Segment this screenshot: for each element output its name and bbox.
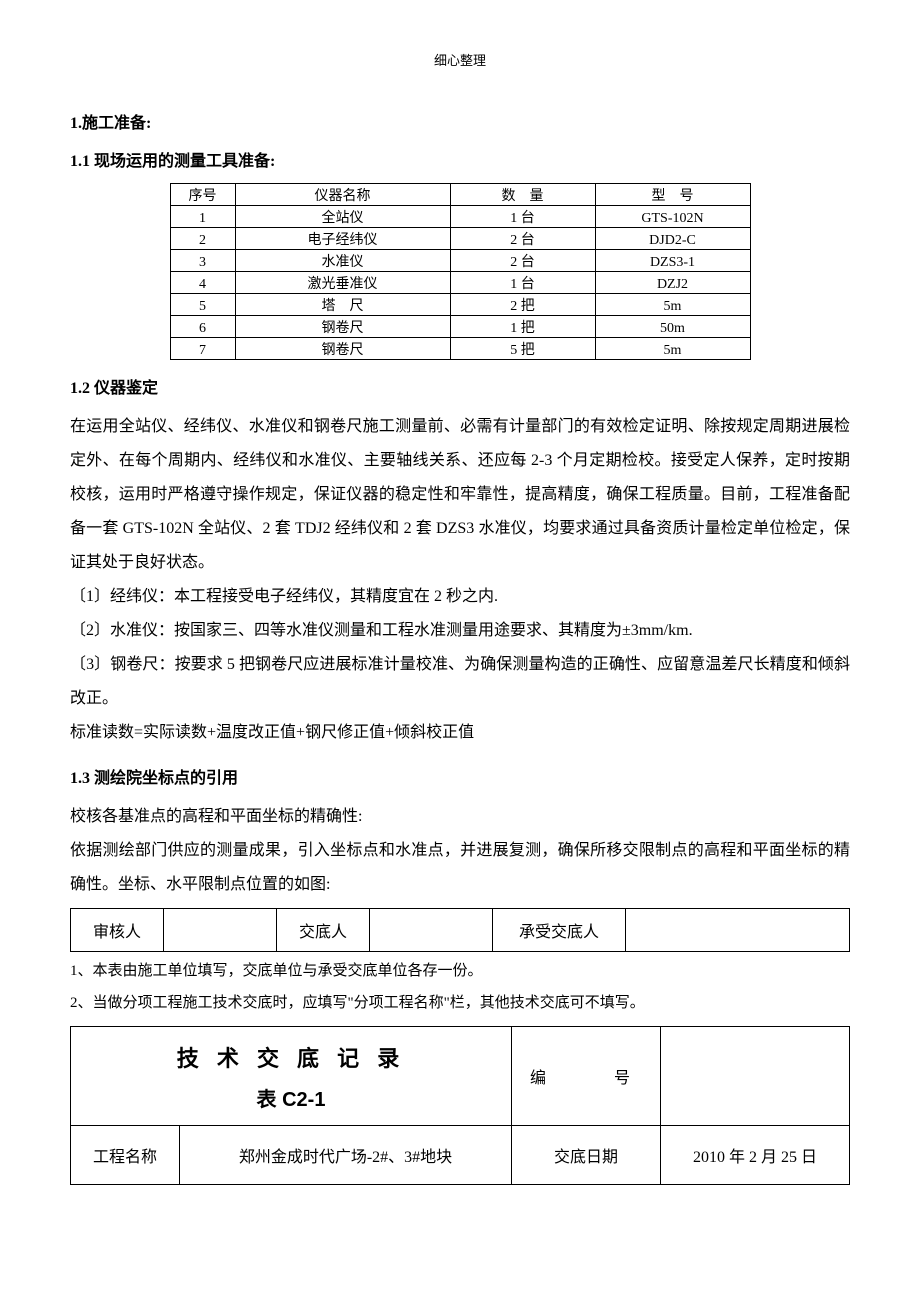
cell: 1 台 <box>450 272 595 294</box>
section-1-3-p1: 校核各基准点的高程和平面坐标的精确性: <box>70 800 850 834</box>
cell: 钢卷尺 <box>235 338 450 360</box>
cell: 7 <box>170 338 235 360</box>
note-2: 2、当做分项工程施工技术交底时，应填写"分项工程名称"栏，其他技术交底可不填写。 <box>70 990 850 1016</box>
record-number-label: 编 号 <box>512 1027 661 1126</box>
record-title-cell: 技 术 交 底 记 录 表 C2-1 <box>71 1027 512 1126</box>
cell: 2 台 <box>450 250 595 272</box>
section-1-1-title: 1.1 现场运用的测量工具准备: <box>70 147 850 171</box>
section-1-2-title: 1.2 仪器鉴定 <box>70 374 850 398</box>
table-row: 5 塔 尺 2 把 5m <box>170 294 750 316</box>
cell: 塔 尺 <box>235 294 450 316</box>
sign-reviewer-label: 审核人 <box>71 909 164 952</box>
table-row: 6 钢卷尺 1 把 50m <box>170 316 750 338</box>
cell: 1 <box>170 206 235 228</box>
signature-table: 审核人 交底人 承受交底人 <box>70 908 850 952</box>
record-table: 技 术 交 底 记 录 表 C2-1 编 号 工程名称 郑州金成时代广场-2#、… <box>70 1026 850 1185</box>
section-1-title: 1.施工准备: <box>70 109 850 133</box>
section-1-3-title: 1.3 测绘院坐标点的引用 <box>70 764 850 788</box>
disclose-date-value: 2010 年 2 月 25 日 <box>661 1126 850 1185</box>
table-row: 2 电子经纬仪 2 台 DJD2-C <box>170 228 750 250</box>
cell: 4 <box>170 272 235 294</box>
th-name: 仪器名称 <box>235 184 450 206</box>
table-row: 7 钢卷尺 5 把 5m <box>170 338 750 360</box>
cell: 2 <box>170 228 235 250</box>
cell: 5m <box>595 294 750 316</box>
tools-table: 序号 仪器名称 数 量 型 号 1 全站仪 1 台 GTS-102N 2 电子经… <box>170 183 751 360</box>
section-1-2-body: 在运用全站仪、经纬仪、水准仪和钢卷尺施工测量前、必需有计量部门的有效检定证明、除… <box>70 410 850 580</box>
document-page: 细心整理 1.施工准备: 1.1 现场运用的测量工具准备: 序号 仪器名称 数 … <box>0 0 920 1245</box>
cell: DZJ2 <box>595 272 750 294</box>
table-row: 3 水准仪 2 台 DZS3-1 <box>170 250 750 272</box>
section-1-3-p2: 依据测绘部门供应的测量成果，引入坐标点和水准点，并进展复测，确保所移交限制点的高… <box>70 834 850 902</box>
sign-receiver-label: 承受交底人 <box>493 909 626 952</box>
cell: 电子经纬仪 <box>235 228 450 250</box>
cell: 3 <box>170 250 235 272</box>
cell: 1 台 <box>450 206 595 228</box>
table-row: 4 激光垂准仪 1 台 DZJ2 <box>170 272 750 294</box>
cell: 50m <box>595 316 750 338</box>
cell: DZS3-1 <box>595 250 750 272</box>
th-qty: 数 量 <box>450 184 595 206</box>
cell: 5m <box>595 338 750 360</box>
table-row: 1 全站仪 1 台 GTS-102N <box>170 206 750 228</box>
cell: 2 把 <box>450 294 595 316</box>
cell: GTS-102N <box>595 206 750 228</box>
cell: 5 <box>170 294 235 316</box>
cell: 5 把 <box>450 338 595 360</box>
section-1-2-item-3: 〔3〕钢卷尺：按要求 5 把钢卷尺应进展标准计量校准、为确保测量构造的正确性、应… <box>70 648 850 716</box>
table-header-row: 序号 仪器名称 数 量 型 号 <box>170 184 750 206</box>
th-seq: 序号 <box>170 184 235 206</box>
record-number-value <box>661 1027 850 1126</box>
sign-reviewer-value <box>164 909 277 952</box>
record-title-1: 技 术 交 底 记 录 <box>75 1041 507 1073</box>
sign-receiver-value <box>626 909 850 952</box>
record-title-2: 表 C2-1 <box>75 1083 507 1112</box>
cell: 水准仪 <box>235 250 450 272</box>
section-1-2-formula: 标准读数=实际读数+温度改正值+钢尺修正值+倾斜校正值 <box>70 716 850 750</box>
th-model: 型 号 <box>595 184 750 206</box>
note-1: 1、本表由施工单位填写，交底单位与承受交底单位各存一份。 <box>70 958 850 984</box>
cell: 6 <box>170 316 235 338</box>
section-1-2-item-2: 〔2〕水准仪：按国家三、四等水准仪测量和工程水准测量用途要求、其精度为±3mm/… <box>70 614 850 648</box>
sign-disclose-value <box>370 909 493 952</box>
cell: 全站仪 <box>235 206 450 228</box>
page-header: 细心整理 <box>70 50 850 69</box>
project-name-value: 郑州金成时代广场-2#、3#地块 <box>180 1126 512 1185</box>
cell: 1 把 <box>450 316 595 338</box>
project-name-label: 工程名称 <box>71 1126 180 1185</box>
disclose-date-label: 交底日期 <box>512 1126 661 1185</box>
cell: 激光垂准仪 <box>235 272 450 294</box>
cell: 钢卷尺 <box>235 316 450 338</box>
sign-disclose-label: 交底人 <box>277 909 370 952</box>
section-1-2-item-1: 〔1〕经纬仪：本工程接受电子经纬仪，其精度宜在 2 秒之内. <box>70 580 850 614</box>
cell: 2 台 <box>450 228 595 250</box>
cell: DJD2-C <box>595 228 750 250</box>
